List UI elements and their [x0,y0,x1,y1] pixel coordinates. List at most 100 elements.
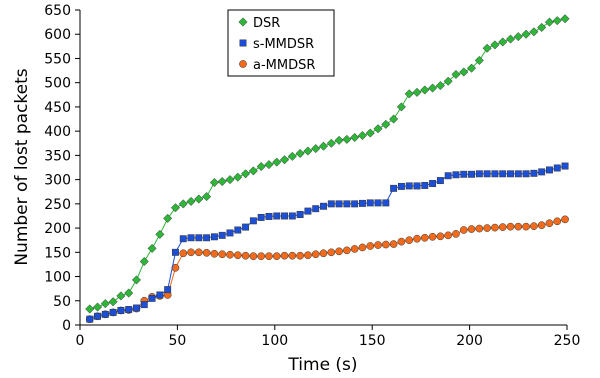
data-point [319,249,328,258]
data-point [459,67,469,77]
data-point [296,211,304,218]
data-point [217,177,227,187]
legend: DSR s-MMDSR a-MMDSR [227,9,335,77]
data-point [412,87,422,97]
data-point [257,213,265,221]
data-point [178,199,188,209]
data-point [413,234,421,243]
data-point [304,251,312,260]
data-point [264,160,274,170]
data-point [499,170,507,178]
data-point [466,63,477,73]
data-point [272,252,281,261]
data-point [248,166,258,176]
data-point [350,132,360,143]
data-point [429,180,437,187]
data-point [179,235,187,243]
data-point [460,170,468,178]
data-point [420,233,429,242]
y-tick-label: 400 [44,124,71,140]
data-point [382,199,390,207]
y-axis-title: Number of lost packets [12,68,32,265]
data-point [312,205,320,213]
data-point [507,170,514,178]
data-point [459,226,468,234]
data-point [335,247,343,256]
data-point [210,233,218,241]
data-point [139,256,149,267]
data-point [359,199,366,207]
data-point [436,232,445,241]
x-tick-label: 0 [76,333,85,349]
data-point [522,222,530,231]
y-tick-label: 150 [44,245,71,261]
legend-marker [238,17,248,27]
series-s-mmdsr [86,162,569,323]
x-tick-label: 250 [554,333,581,349]
data-point [444,172,452,180]
legend-label: s-MMDSR [253,37,314,52]
legend-label: DSR [253,16,280,31]
data-point [334,135,344,145]
data-point [265,212,273,220]
data-point [133,304,140,312]
data-point [94,312,101,320]
data-point [303,146,313,156]
data-point [125,306,133,313]
data-point [396,102,406,112]
data-point [474,55,484,65]
data-point [326,138,336,148]
data-point [405,236,414,245]
data-point [140,301,148,309]
y-tick-label: 0 [62,318,71,334]
x-tick-label: 100 [261,333,288,349]
data-point [443,76,453,86]
plot-area: 0 50 100 150 200 250 0 50 100 150 200 250 300 350 400… [44,3,580,349]
data-point [373,124,383,134]
y-tick-label: 250 [44,197,71,213]
data-point [491,170,499,178]
data-point [436,177,444,185]
data-point [304,207,312,215]
data-point [475,224,484,233]
data-point [202,192,212,202]
data-point [357,130,368,141]
data-point [513,32,523,42]
data-point [538,168,546,176]
data-point [482,43,492,53]
y-tick-label: 200 [44,221,71,237]
data-point [381,119,391,129]
data-point [522,170,530,178]
data-point [545,219,554,228]
data-point [530,222,538,230]
data-point [546,166,553,174]
data-point [529,27,539,37]
data-point [101,310,109,318]
data-point [279,155,290,165]
data-point [435,81,445,91]
data-point [311,144,321,154]
data-point [521,29,531,39]
data-point [537,221,546,230]
y-ticks: 0 50 100 150 200 250 300 350 400 450 500 550 600 650 [44,3,80,334]
y-tick-label: 600 [44,27,71,43]
y-tick-label: 550 [44,51,71,67]
data-point [444,231,453,240]
y-tick-label: 100 [44,270,71,286]
data-point [491,223,499,232]
x-ticks: 0 50 100 150 200 250 [76,325,581,349]
data-point [256,161,266,172]
data-point [311,250,320,259]
data-point [194,248,203,257]
data-point [467,225,476,233]
legend-items: DSR s-MMDSR a-MMDSR [238,16,315,73]
data-point [148,294,156,302]
data-point [374,241,382,249]
data-point [225,175,235,185]
data-point [273,212,281,220]
data-point [358,243,367,252]
data-point [281,212,288,220]
data-point [452,171,460,179]
data-point [109,308,117,316]
data-point [343,200,351,208]
